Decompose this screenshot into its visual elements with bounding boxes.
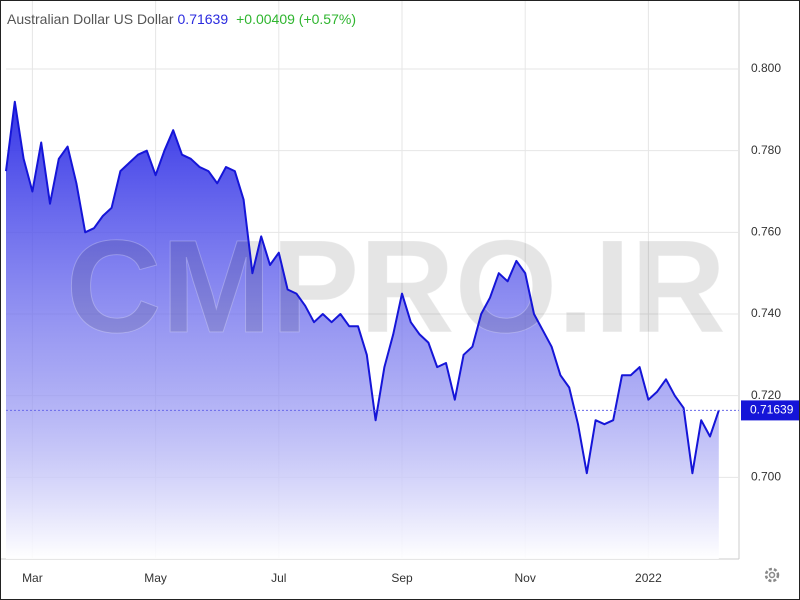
watermark: CMPRO.IR [66, 213, 726, 360]
x-tick-label: Mar [22, 571, 43, 585]
x-tick-label: Jul [271, 571, 286, 585]
x-tick-label: May [144, 571, 167, 585]
price-line [5, 100, 720, 475]
y-tick-label: 0.720 [751, 388, 781, 402]
x-tick-label: Sep [391, 571, 413, 585]
y-tick-label: 0.740 [751, 306, 781, 320]
x-tick-label: Nov [515, 571, 536, 585]
price: 0.71639 [177, 11, 229, 27]
y-tick-label: 0.760 [751, 224, 781, 238]
last-price-label: 0.71639 [750, 403, 794, 417]
area-fill [6, 101, 719, 559]
header: Australian Dollar US Dollar 0.71639 +0.004… [7, 11, 356, 27]
y-tick-label: 0.780 [751, 143, 781, 157]
settings-icon[interactable] [764, 567, 780, 583]
last-price-box [741, 400, 799, 421]
price-change: +0.00409 (+0.57%) [236, 11, 356, 27]
y-tick-label: 0.700 [751, 470, 781, 484]
x-tick-label: 2022 [635, 571, 662, 585]
y-tick-label: 0.800 [751, 61, 781, 75]
instrument-name: Australian Dollar US Dollar [7, 11, 174, 27]
